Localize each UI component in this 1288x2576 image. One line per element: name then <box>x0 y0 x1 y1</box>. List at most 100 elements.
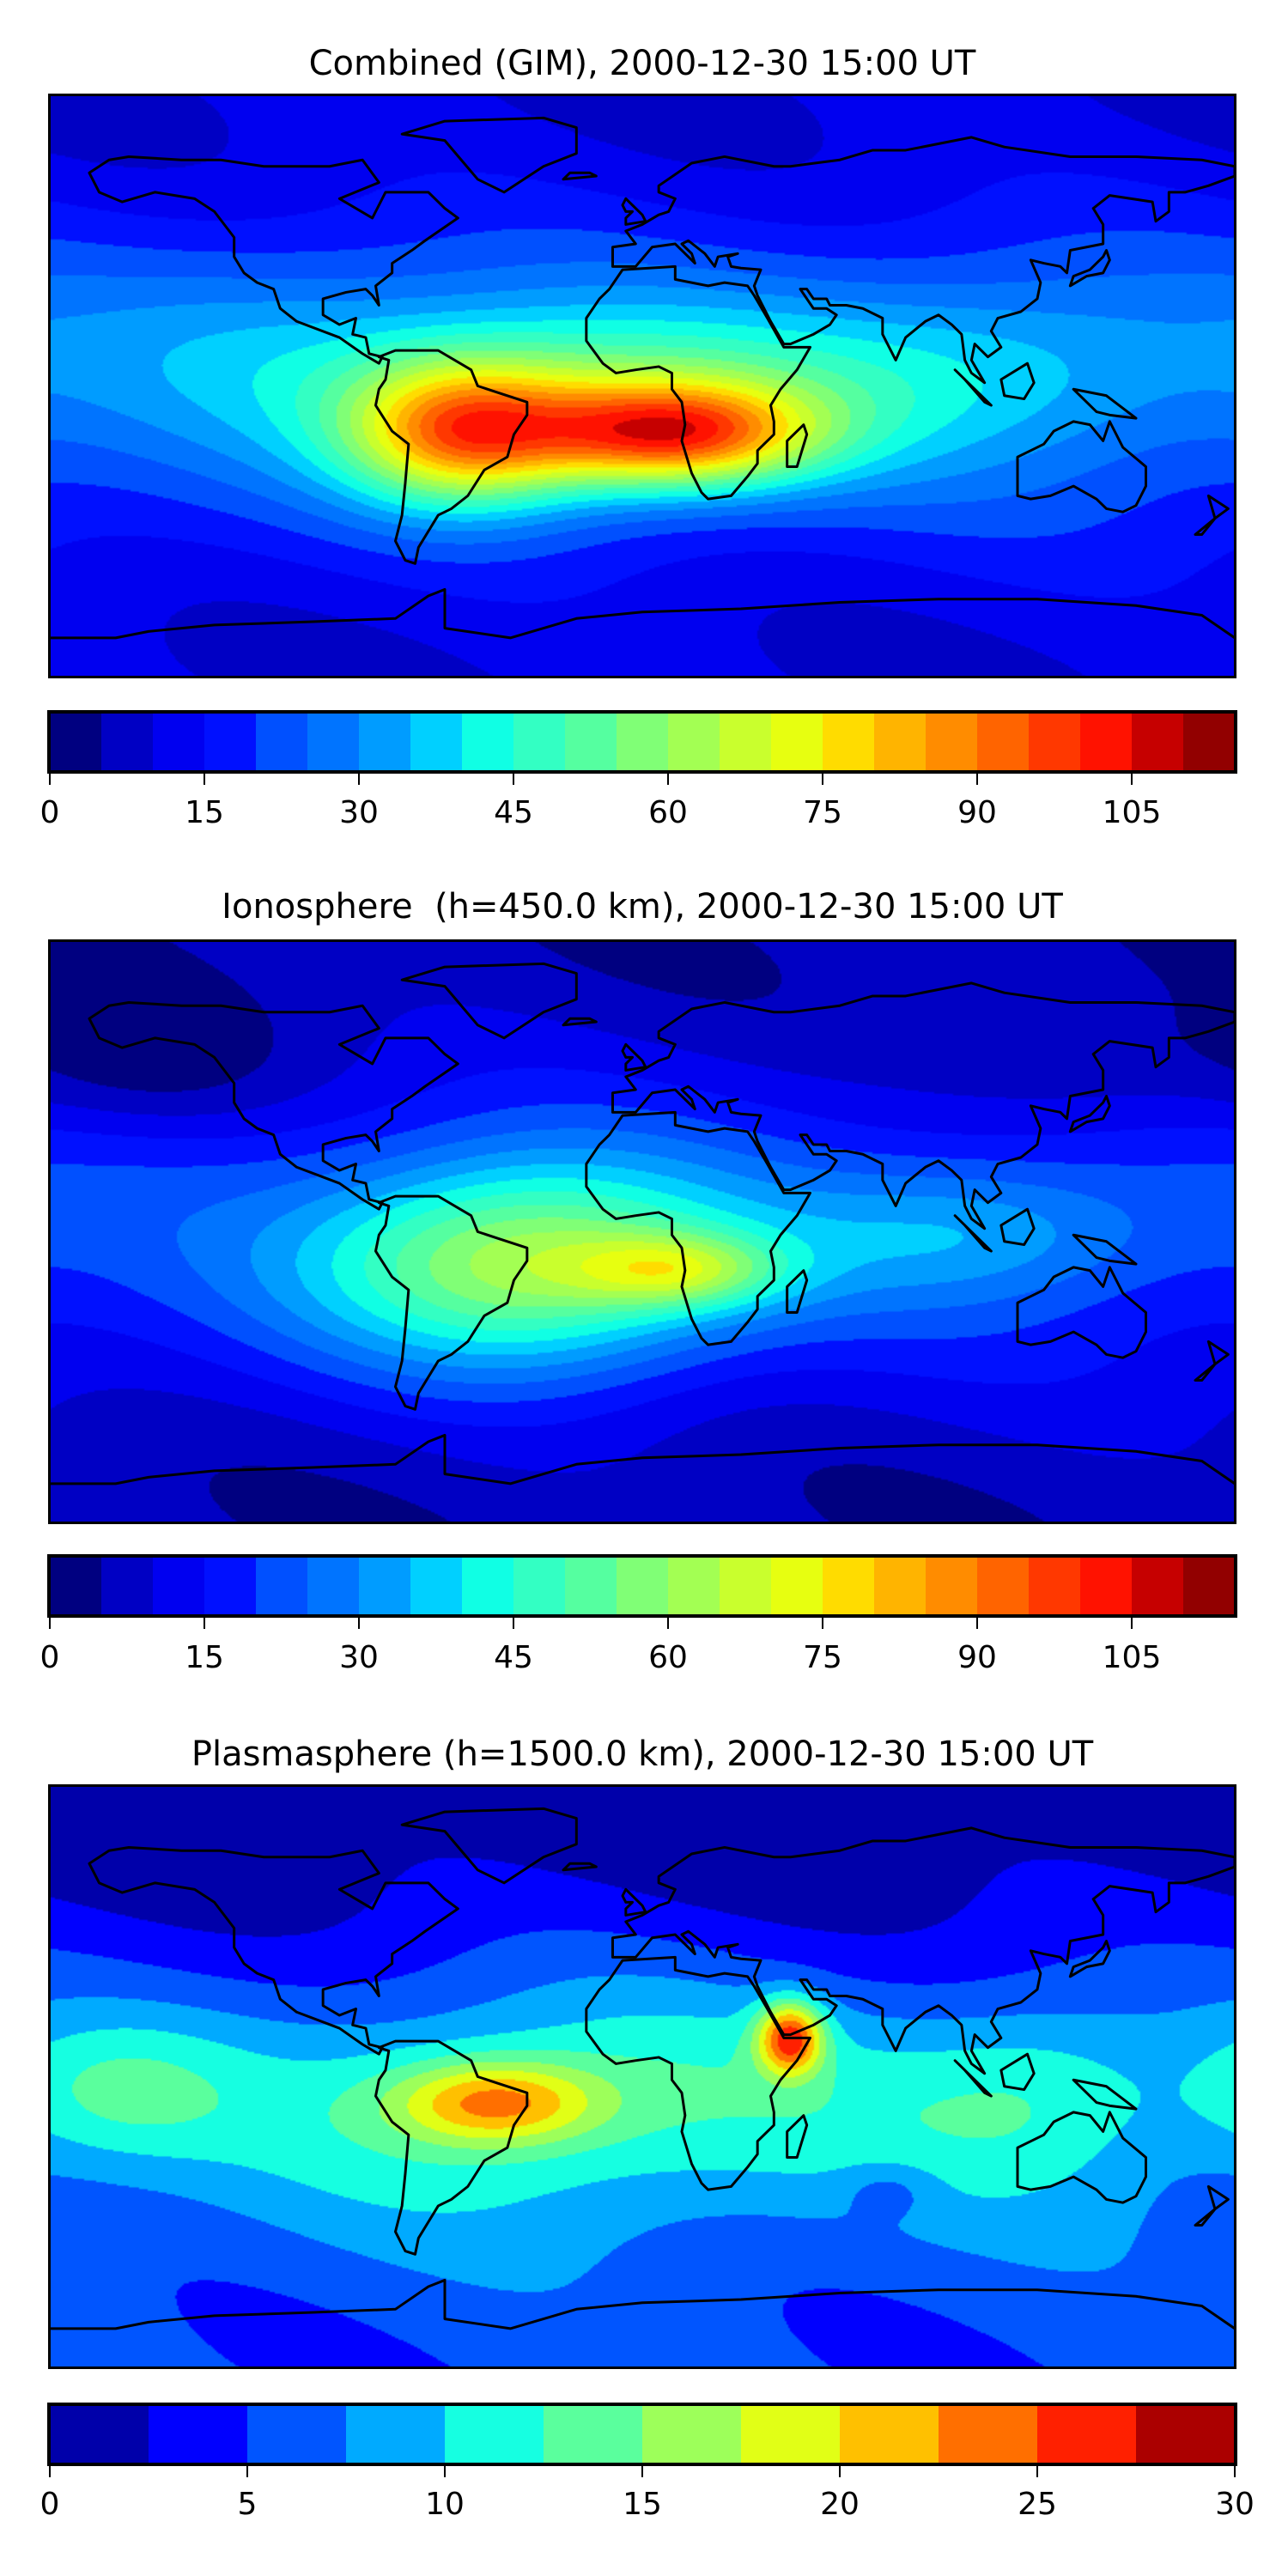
colorbar-bin <box>720 713 771 771</box>
map-frame <box>48 1784 1236 2369</box>
colorbar-bin <box>204 1557 256 1615</box>
colorbar-bin <box>513 713 565 771</box>
panel-title: Plasmasphere (h=1500.0 km), 2000-12-30 1… <box>191 1735 1094 1774</box>
map-frame <box>48 94 1236 678</box>
coastline <box>586 266 811 499</box>
colorbar-bin <box>1132 713 1183 771</box>
colorbar-bin <box>445 2405 544 2464</box>
colorbar-bin <box>771 1557 823 1615</box>
colorbar-bin <box>1037 2405 1136 2464</box>
coastline <box>1018 2112 1146 2202</box>
colorbar-tick-label: 75 <box>803 795 842 830</box>
map-plot <box>48 94 1236 678</box>
colorbar-tick-label: 0 <box>39 2487 60 2522</box>
coastline <box>586 1112 811 1345</box>
colorbar-tick <box>246 2465 248 2477</box>
colorbar-tick <box>1036 2465 1038 2477</box>
coastline <box>787 2116 807 2158</box>
coastline <box>623 198 646 224</box>
coastline <box>1073 1235 1136 1264</box>
colorbar-bin <box>1183 713 1235 771</box>
colorbar-tick <box>49 773 51 785</box>
colorbar-bin <box>720 1557 771 1615</box>
colorbar-bin <box>741 2405 840 2464</box>
coastline <box>1195 2186 1228 2225</box>
colorbar-bin <box>977 1557 1029 1615</box>
colorbar-bin <box>642 2405 741 2464</box>
coastline <box>376 2041 527 2254</box>
colorbar-tick-label: 0 <box>39 1640 60 1675</box>
colorbar-bin <box>565 1557 617 1615</box>
colorbar <box>47 1554 1237 1618</box>
coastline <box>613 137 1236 383</box>
colorbar-bin <box>307 713 359 771</box>
map-plot <box>48 939 1236 1524</box>
colorbar-bin <box>1080 1557 1132 1615</box>
colorbar-bin <box>359 713 410 771</box>
coastline <box>787 425 807 467</box>
colorbar-frame <box>47 2403 1237 2466</box>
colorbar-tick-label: 30 <box>339 795 379 830</box>
colorbar-tick-label: 15 <box>623 2487 662 2522</box>
map-frame <box>48 939 1236 1524</box>
colorbar-bin <box>50 2405 149 2464</box>
colorbar-tick <box>444 2465 446 2477</box>
colorbar-tick <box>358 1617 360 1629</box>
coastline <box>955 2061 991 2096</box>
colorbar-bin <box>926 713 977 771</box>
colorbar-tick-label: 15 <box>185 795 224 830</box>
colorbar-bin <box>462 713 513 771</box>
colorbar-tick <box>641 2465 643 2477</box>
coastline <box>50 2280 1235 2328</box>
colorbar-tick-label: 60 <box>648 795 688 830</box>
colorbar-bin <box>1080 713 1132 771</box>
coastline <box>1070 251 1109 286</box>
colorbar-bin <box>1029 713 1080 771</box>
colorbar-bin <box>153 713 204 771</box>
coastline <box>402 1808 576 1883</box>
colorbar-tick-label: 90 <box>957 1640 997 1675</box>
colorbar-tick <box>513 773 514 785</box>
colorbar-bin <box>153 1557 204 1615</box>
colorbar-bin <box>50 1557 101 1615</box>
colorbar-bin <box>101 1557 153 1615</box>
coastline <box>613 1828 1236 2074</box>
coastline <box>402 118 576 192</box>
colorbar-bin <box>50 713 101 771</box>
colorbar-tick-label: 30 <box>339 1640 379 1675</box>
coastline <box>89 156 458 363</box>
colorbar-bin <box>874 1557 926 1615</box>
colorbar-tick <box>49 1617 51 1629</box>
colorbar-tick <box>839 2465 841 2477</box>
coastline <box>1073 2080 1136 2109</box>
coastline <box>1070 1097 1109 1132</box>
panel-title: Combined (GIM), 2000-12-30 15:00 UT <box>308 44 976 83</box>
colorbar-bin <box>668 1557 720 1615</box>
colorbar-bin <box>247 2405 346 2464</box>
coastline <box>1001 363 1034 398</box>
colorbar-bin <box>256 1557 307 1615</box>
coastline <box>1195 495 1228 534</box>
colorbar-frame <box>47 710 1237 774</box>
coastline <box>563 173 596 179</box>
colorbar-tick <box>667 773 669 785</box>
colorbar-tick <box>822 1617 823 1629</box>
colorbar-tick-label: 90 <box>957 795 997 830</box>
colorbar-tick-label: 25 <box>1018 2487 1057 2522</box>
coastline <box>50 1435 1235 1483</box>
coastline <box>586 1957 811 2190</box>
colorbar-tick <box>822 773 823 785</box>
colorbar-bin <box>874 713 926 771</box>
colorbar-frame <box>47 1554 1237 1618</box>
coastline <box>1070 1941 1109 1977</box>
coastline <box>955 370 991 405</box>
coastline <box>50 589 1235 637</box>
coastline <box>89 1847 458 2054</box>
colorbar-bin <box>544 2405 642 2464</box>
coastline <box>376 1196 527 1409</box>
coastline <box>1018 1267 1146 1358</box>
colorbar-tick-label: 75 <box>803 1640 842 1675</box>
coastlines <box>50 1786 1235 2367</box>
colorbar-bin <box>617 1557 668 1615</box>
coastline <box>955 1216 991 1251</box>
